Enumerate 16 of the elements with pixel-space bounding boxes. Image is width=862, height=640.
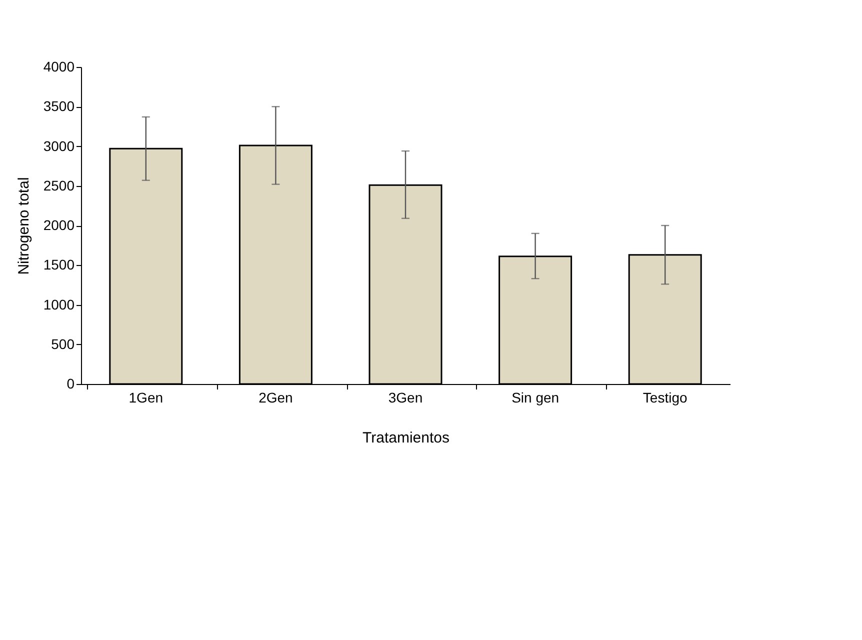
x-tick-label: Sin gen [512,390,560,406]
y-axis-title: Nitrogeno total [15,177,32,275]
x-tick-label: 2Gen [258,390,293,406]
y-tick-label: 2500 [43,177,75,194]
y-tick-label: 1500 [43,256,75,273]
x-tick-label: 3Gen [388,390,423,406]
y-tick-label: 3000 [43,138,75,154]
x-tick-label: Testigo [642,390,688,406]
y-tick-label: 4000 [43,58,75,74]
y-tick-label: 1000 [43,296,75,312]
y-tick-label: 2000 [43,217,75,233]
x-tick-label: 1Gen [128,390,164,406]
y-tick-label: 3500 [43,98,75,114]
y-tick-label: 0 [66,376,75,392]
x-axis-title: Tratamientos [362,430,450,446]
y-tick-label: 500 [51,336,75,352]
